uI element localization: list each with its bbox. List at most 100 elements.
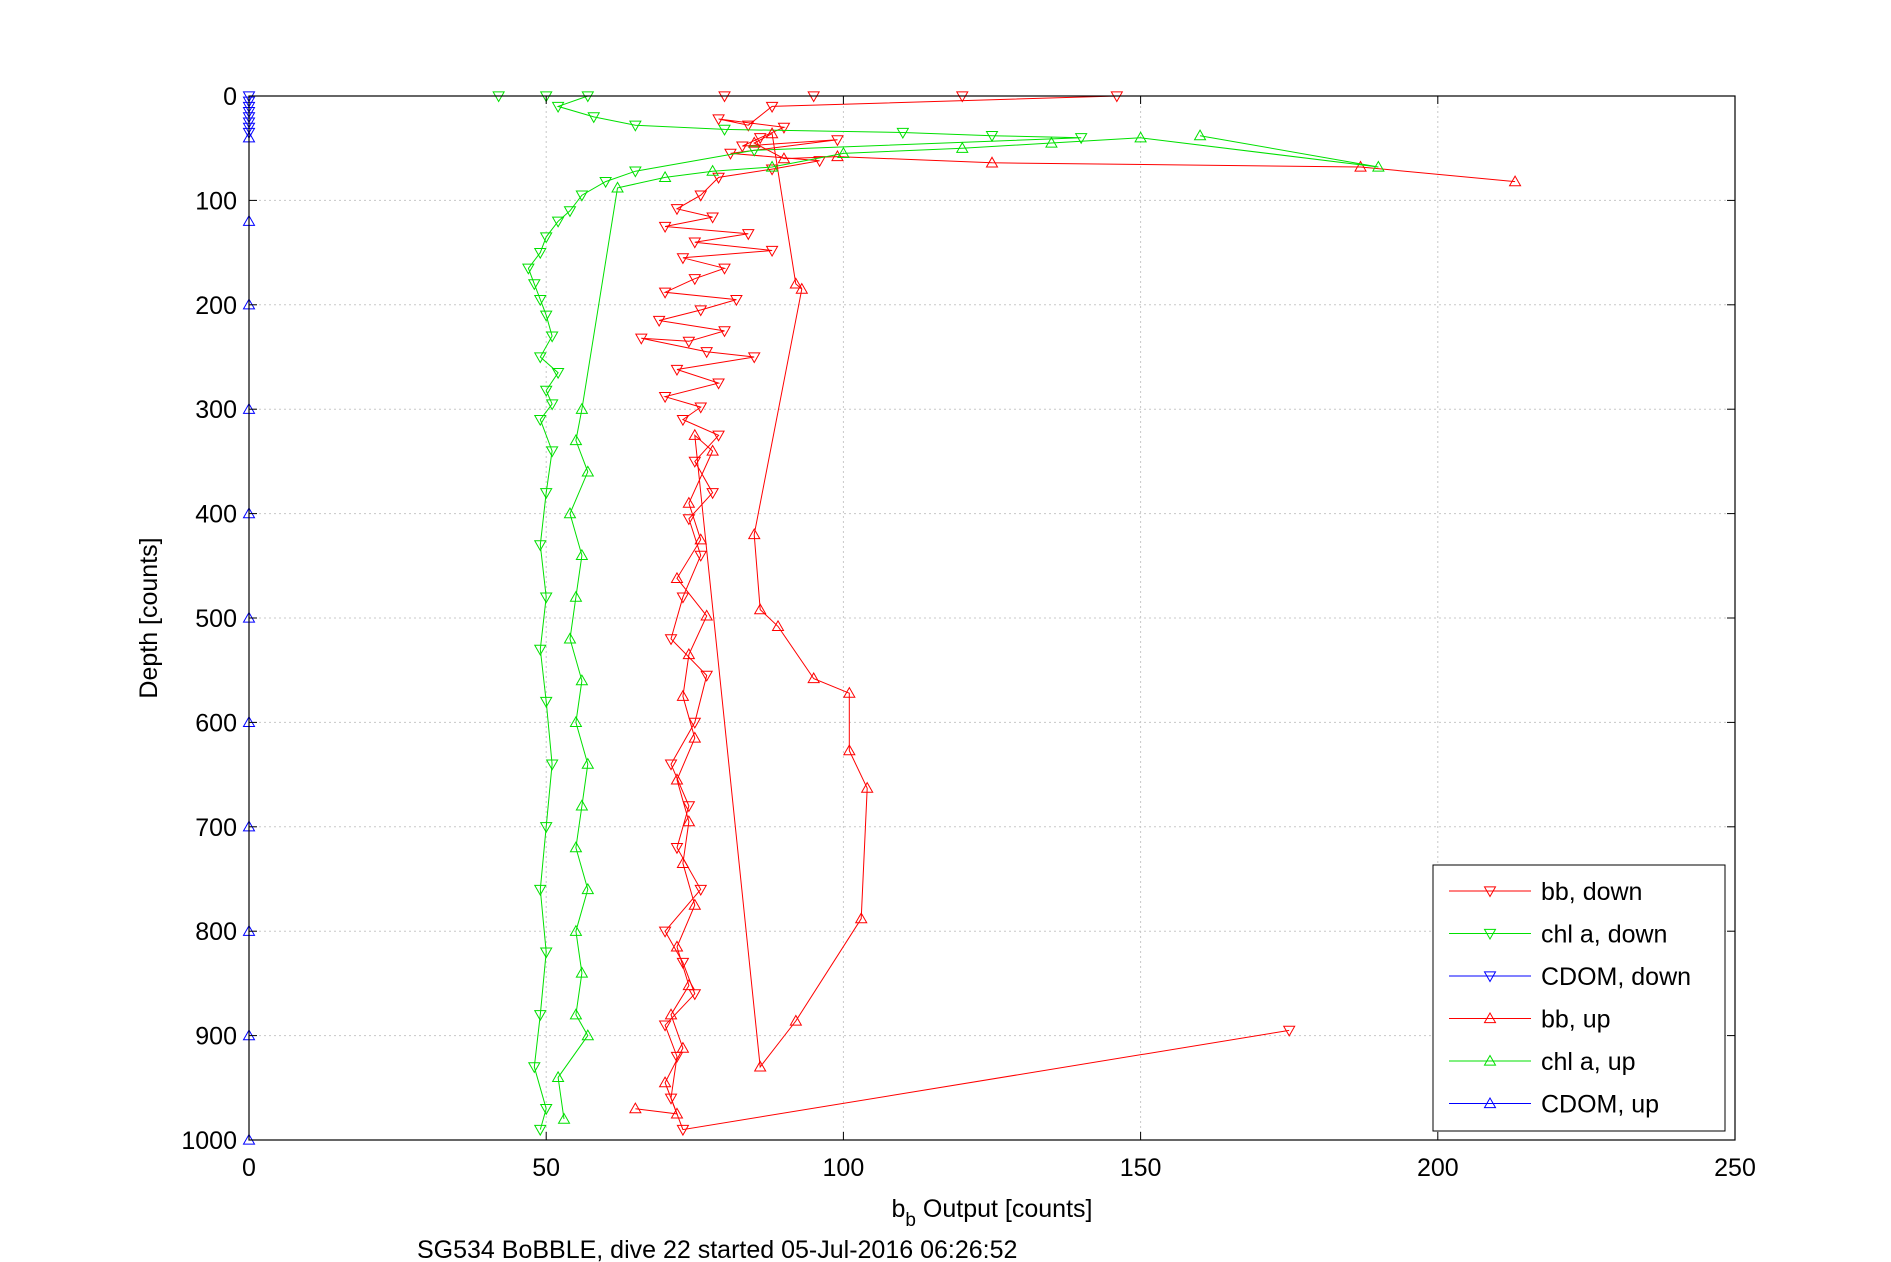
data-point-chl-a-down [581, 91, 595, 103]
data-point-chl-a-up [581, 882, 595, 895]
series-bb-up [628, 127, 1522, 1119]
data-point-bb-up [682, 815, 696, 827]
data-point-bb-up [842, 744, 856, 756]
data-point-bb-up [1354, 160, 1367, 172]
y-tick-label: 900 [195, 1023, 237, 1051]
legend-label: CDOM, down [1541, 963, 1691, 991]
y-tick-label: 800 [195, 918, 237, 946]
data-point-bb-down [658, 287, 672, 299]
data-point-chl-a-up [557, 1112, 571, 1124]
x-axis-label-rest: Output [counts] [916, 1195, 1093, 1223]
legend: bb, down chl a, down CDOM, down bb, up chl a… [1432, 864, 1726, 1132]
data-point-bb-down [712, 430, 725, 442]
data-point-chl-a-up [706, 164, 719, 176]
legend-marker [1483, 1096, 1497, 1109]
data-point-bb-down [765, 164, 779, 176]
data-point-bb-down [652, 315, 666, 327]
data-point-bb-up [747, 136, 761, 148]
data-point-bb-down [1282, 1025, 1296, 1037]
legend-item-chl-a-up: chl a, up [1449, 1048, 1636, 1076]
data-point-chl-a-down [533, 644, 547, 656]
data-point-bb-down [700, 670, 714, 682]
data-point-bb-down [676, 957, 690, 970]
legend-item-cdom-up: CDOM, up [1449, 1091, 1659, 1119]
data-point-chl-a-down [533, 884, 547, 896]
data-point-chl-a-up [581, 465, 595, 477]
data-point-chl-a-up [569, 590, 583, 602]
legend-marker [1483, 971, 1497, 983]
data-point-bb-up [676, 689, 690, 701]
data-point-bb-down [718, 91, 731, 103]
data-point-bb-down [694, 190, 708, 202]
data-point-chl-a-up [1134, 131, 1147, 143]
data-point-bb-down [682, 801, 696, 813]
data-point-chl-a-down [539, 232, 553, 244]
data-point-bb-up [670, 1107, 684, 1119]
data-point-bb-down [658, 926, 672, 938]
data-point-chl-a-down [563, 206, 577, 218]
data-point-bb-up [694, 533, 708, 545]
data-point-bb-down [741, 120, 755, 132]
legend-marker [1483, 1011, 1497, 1024]
data-point-chl-a-down [599, 176, 613, 189]
data-point-bb-up [985, 156, 999, 168]
data-point-chl-a-down [587, 112, 601, 124]
x-axis-label-subscript: b [905, 1210, 916, 1231]
data-point-chl-a-up [569, 841, 583, 853]
data-point-bb-down [813, 156, 826, 168]
data-point-chl-a-down [551, 216, 565, 228]
tick-labels: 0 50 100 150 200 250 0 100 200 300 400 500 600 700 800… [181, 83, 1755, 1182]
data-point-bb-up [688, 898, 702, 910]
data-point-bb-down [658, 1020, 672, 1032]
data-point-bb-up [700, 609, 714, 621]
data-point-chl-a-down [533, 415, 547, 427]
data-point-bb-up [670, 571, 684, 583]
data-point-bb-up [795, 282, 809, 294]
legend-item-cdom-down: CDOM, down [1449, 963, 1691, 991]
data-point-bb-up [765, 127, 779, 139]
series-line-chl-a-down [498, 95, 1082, 1130]
data-point-chl-a-up [569, 715, 583, 728]
data-point-chl-a-down [539, 947, 553, 959]
data-point-chl-a-down [533, 540, 547, 552]
data-point-chl-a-up [765, 160, 779, 172]
legend-label: chl a, up [1541, 1048, 1636, 1076]
data-point-bb-down [694, 305, 708, 317]
data-point-chl-a-up [569, 924, 583, 936]
data-point-bb-up [1508, 175, 1522, 187]
data-point-chl-a-down [539, 310, 553, 322]
data-point-bb-down [694, 402, 708, 414]
data-point-chl-a-down [545, 399, 559, 411]
series-chl-a-up [551, 129, 1385, 1124]
data-point-chl-a-down [533, 1124, 547, 1137]
y-tick-label: 700 [195, 814, 237, 842]
data-point-chl-a-up [575, 402, 589, 414]
data-point-bb-up [789, 277, 803, 289]
data-point-bb-down [694, 550, 708, 562]
data-point-bb-down [664, 634, 678, 646]
data-point-bb-down [670, 204, 684, 216]
x-tick-label: 200 [1417, 1154, 1459, 1182]
data-point-bb-down [706, 212, 719, 224]
x-axis-label-main: b [892, 1195, 906, 1223]
data-point-bb-up [747, 527, 761, 540]
data-point-chl-a-up [658, 170, 672, 183]
data-point-bb-up [676, 856, 690, 868]
data-point-chl-a-up [575, 674, 589, 686]
y-tick-label: 100 [195, 187, 237, 215]
data-point-chl-a-down [533, 1010, 547, 1022]
data-point-bb-down [955, 91, 969, 103]
data-point-chl-a-up [955, 141, 969, 153]
data-point-bb-down [712, 378, 725, 390]
data-point-chl-a-down [527, 279, 541, 291]
legend-item-bb-down: bb, down [1449, 878, 1642, 906]
series-line-chl-a-up [557, 135, 1379, 1120]
series-chl-a-down [492, 91, 1088, 1137]
legend-box [1432, 864, 1726, 1132]
data-point-bb-up [670, 940, 684, 952]
data-point-bb-down [658, 392, 672, 404]
data-point-chl-a-up [575, 966, 589, 978]
data-point-chl-a-up [1193, 129, 1207, 141]
data-point-bb-up [658, 1076, 672, 1088]
